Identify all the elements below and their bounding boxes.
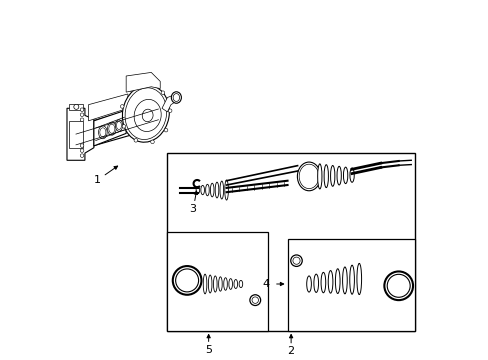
- Polygon shape: [74, 101, 162, 151]
- Circle shape: [172, 266, 201, 295]
- Ellipse shape: [125, 88, 166, 140]
- Ellipse shape: [115, 120, 122, 131]
- Ellipse shape: [201, 185, 204, 195]
- Ellipse shape: [215, 182, 218, 198]
- Ellipse shape: [313, 274, 318, 292]
- Ellipse shape: [205, 184, 209, 196]
- Circle shape: [175, 269, 198, 292]
- Text: 1: 1: [94, 175, 101, 185]
- Ellipse shape: [306, 276, 311, 292]
- Ellipse shape: [100, 128, 105, 137]
- Ellipse shape: [224, 180, 228, 200]
- Ellipse shape: [239, 280, 242, 288]
- Ellipse shape: [213, 276, 217, 292]
- Polygon shape: [162, 94, 176, 112]
- Circle shape: [80, 154, 83, 157]
- Text: 5: 5: [205, 345, 212, 355]
- Ellipse shape: [343, 167, 347, 184]
- Ellipse shape: [210, 183, 214, 197]
- Ellipse shape: [220, 181, 223, 199]
- Circle shape: [292, 257, 300, 264]
- Ellipse shape: [321, 273, 325, 293]
- Ellipse shape: [324, 165, 328, 188]
- Circle shape: [74, 104, 79, 109]
- Ellipse shape: [99, 126, 107, 139]
- Ellipse shape: [327, 271, 332, 293]
- Circle shape: [164, 129, 167, 132]
- Ellipse shape: [108, 124, 115, 133]
- Ellipse shape: [122, 85, 169, 142]
- Ellipse shape: [349, 168, 353, 182]
- Circle shape: [134, 139, 137, 142]
- Circle shape: [251, 297, 258, 303]
- Ellipse shape: [234, 279, 237, 288]
- Ellipse shape: [335, 269, 339, 293]
- Polygon shape: [126, 72, 160, 92]
- Ellipse shape: [342, 267, 346, 294]
- Circle shape: [130, 88, 133, 92]
- Circle shape: [145, 83, 149, 86]
- Ellipse shape: [196, 186, 199, 194]
- Ellipse shape: [208, 275, 211, 293]
- Bar: [287, 239, 414, 330]
- Circle shape: [120, 105, 124, 108]
- Ellipse shape: [107, 122, 116, 135]
- Text: 2: 2: [287, 346, 294, 356]
- Ellipse shape: [317, 164, 321, 189]
- Ellipse shape: [173, 94, 179, 102]
- Ellipse shape: [116, 121, 121, 130]
- Circle shape: [386, 274, 409, 297]
- Circle shape: [168, 109, 172, 113]
- Ellipse shape: [297, 162, 320, 191]
- Ellipse shape: [356, 264, 361, 294]
- Circle shape: [150, 140, 154, 144]
- Ellipse shape: [142, 109, 153, 122]
- Ellipse shape: [299, 164, 318, 189]
- Circle shape: [122, 125, 125, 128]
- Circle shape: [384, 271, 412, 300]
- Circle shape: [80, 113, 83, 117]
- Polygon shape: [94, 110, 126, 146]
- Circle shape: [161, 91, 164, 94]
- Circle shape: [80, 144, 83, 147]
- Bar: [167, 232, 267, 330]
- Bar: [69, 121, 83, 148]
- Circle shape: [80, 118, 83, 122]
- Text: 4: 4: [262, 279, 269, 289]
- Bar: [167, 153, 414, 330]
- Ellipse shape: [228, 279, 232, 289]
- Circle shape: [80, 108, 83, 112]
- Ellipse shape: [218, 277, 222, 291]
- Ellipse shape: [134, 99, 161, 131]
- Polygon shape: [88, 94, 128, 121]
- Text: 3: 3: [189, 204, 196, 215]
- Ellipse shape: [349, 265, 354, 294]
- Ellipse shape: [336, 166, 341, 185]
- Bar: [69, 104, 83, 110]
- Circle shape: [290, 255, 302, 266]
- Circle shape: [80, 149, 83, 152]
- Ellipse shape: [171, 92, 181, 103]
- Ellipse shape: [203, 274, 206, 294]
- Polygon shape: [67, 108, 94, 160]
- Circle shape: [249, 295, 260, 306]
- Ellipse shape: [224, 278, 227, 290]
- Ellipse shape: [330, 166, 334, 186]
